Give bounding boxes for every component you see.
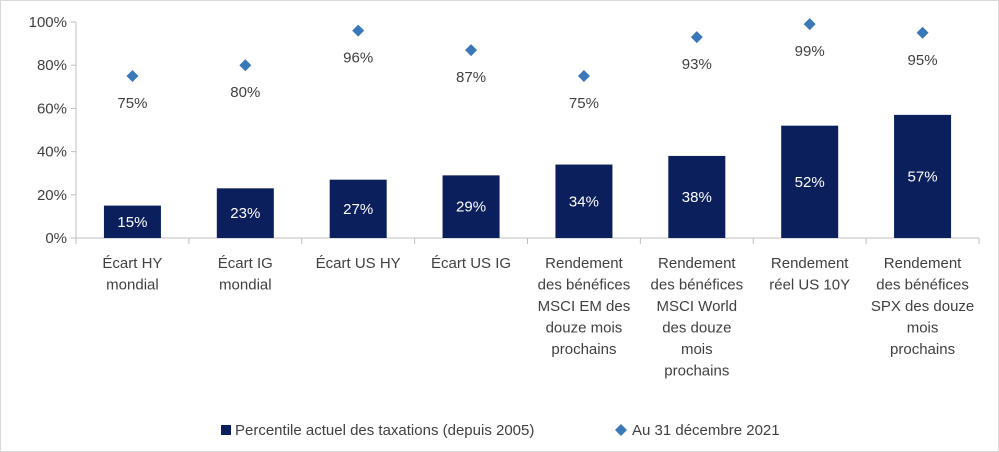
bar-data-label: 15% [117, 214, 147, 231]
x-category-label-line: MSCI World [657, 298, 738, 315]
x-category-label-line: Écart US IG [431, 255, 511, 272]
legend: Percentile actuel des taxations (depuis … [221, 422, 780, 439]
x-category-label-line: Rendement [884, 255, 962, 272]
x-category-label-line: Écart IG [218, 255, 273, 272]
legend-label: Au 31 décembre 2021 [632, 422, 780, 439]
x-category-label-line: prochains [890, 341, 955, 358]
x-category-label-line: mois [907, 320, 939, 337]
x-category-label-line: des douze [662, 320, 731, 337]
bar [668, 155, 726, 238]
bar-data-label: 34% [569, 193, 599, 210]
x-category-label-line: SPX des douze [871, 298, 974, 315]
bar [781, 125, 839, 238]
x-category-label-line: mondial [106, 277, 159, 294]
diamond-marker [690, 31, 703, 44]
x-category-label: Rendement des bénéfices MSCI EM des douze m… [538, 255, 631, 358]
marker-data-label: 75% [117, 95, 147, 112]
x-category-label-line: Écart HY [102, 255, 162, 272]
x-category-label-line: douze mois [546, 320, 623, 337]
y-tick-label: 40% [37, 144, 67, 161]
x-category-label-line: des bénéfices [876, 277, 969, 294]
x-category-label: Écart US HY [316, 255, 401, 272]
bar [555, 164, 613, 238]
bar [894, 114, 952, 238]
x-category-label: Écart IG mondial [218, 255, 273, 294]
y-tick-label: 60% [37, 100, 67, 117]
x-category-label-line: des bénéfices [651, 277, 744, 294]
marker-data-label: 96% [343, 50, 373, 67]
legend-label: Percentile actuel des taxations (depuis … [235, 422, 534, 439]
y-tick-label: 0% [45, 230, 67, 247]
x-category-label: Écart US IG [431, 255, 511, 272]
diamond-marker [239, 59, 252, 72]
x-category-label-line: Écart US HY [316, 255, 401, 272]
diamond-marker [465, 44, 478, 57]
x-category-label: Rendement réel US 10Y [769, 255, 850, 294]
x-category-label-line: mondial [219, 277, 272, 294]
bar [216, 188, 274, 238]
bar-data-label: 38% [682, 189, 712, 206]
bar [329, 179, 387, 238]
x-category-label-line: prochains [551, 341, 616, 358]
x-category-label-line: Rendement [771, 255, 849, 272]
diamond-marker [126, 70, 139, 82]
diamond-marker [916, 26, 929, 39]
y-tick-label: 20% [37, 187, 67, 204]
legend-swatch-square [221, 425, 231, 435]
marker-data-label: 80% [230, 84, 260, 101]
x-category-label-line: Rendement [545, 255, 623, 272]
x-category-label-line: réel US 10Y [769, 277, 850, 294]
diamond-marker [577, 70, 590, 82]
diamond-marker [803, 18, 816, 31]
x-category-label: Écart HY mondial [102, 255, 162, 294]
x-category-label-line: MSCI EM des [538, 298, 631, 315]
legend-item-markers: Au 31 décembre 2021 [615, 422, 780, 439]
legend-swatch-diamond [615, 424, 627, 436]
bar-data-label: 52% [795, 174, 825, 191]
marker-data-label: 95% [908, 52, 938, 69]
bar-data-label: 57% [908, 168, 938, 185]
bar-data-label: 23% [230, 205, 260, 222]
bar-data-label: 27% [343, 201, 373, 218]
x-category-label-line: Rendement [658, 255, 736, 272]
marker-data-label: 87% [456, 69, 486, 86]
bar [103, 205, 161, 238]
bar-data-label: 29% [456, 199, 486, 216]
marker-data-label: 75% [569, 95, 599, 112]
x-category-label: Rendement des bénéfices MSCI World des douz… [651, 255, 744, 380]
x-category-label: Rendement des bénéfices SPX des douze mois p… [871, 255, 974, 358]
marker-data-label: 99% [795, 43, 825, 60]
labels-layer: 15% 75% Écart HY mondial 23% 80% Écart IG mondi… [102, 43, 974, 379]
markers-layer [126, 18, 929, 82]
y-tick-label: 100% [29, 14, 67, 31]
legend-item-bars: Percentile actuel des taxations (depuis … [221, 422, 534, 439]
bars-layer [103, 114, 952, 238]
marker-data-label: 93% [682, 56, 712, 73]
x-category-label-line: des bénéfices [538, 277, 631, 294]
y-tick-label: 80% [37, 57, 67, 74]
bar [442, 175, 500, 238]
x-category-label-line: prochains [664, 363, 729, 380]
x-category-label-line: mois [681, 341, 713, 358]
diamond-marker [352, 24, 365, 37]
